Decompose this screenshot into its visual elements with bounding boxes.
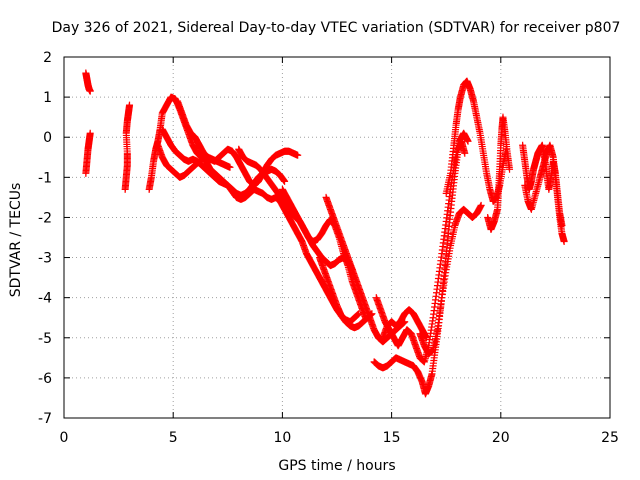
- series-arc-g: [174, 97, 234, 171]
- x-tick-label: 10: [273, 430, 291, 446]
- series-arc-s: [521, 141, 568, 246]
- data-point: [294, 151, 302, 159]
- y-tick-label: 1: [43, 90, 52, 106]
- data-point: [560, 238, 568, 246]
- y-tick-label: 2: [43, 50, 52, 66]
- data-point: [477, 201, 485, 209]
- series-arc-q: [484, 113, 514, 233]
- data-point: [226, 163, 234, 171]
- series-arc-b: [82, 129, 94, 177]
- chart-title: Day 326 of 2021, Sidereal Day-to-day VTE…: [52, 20, 621, 36]
- series-arc-m: [372, 129, 472, 366]
- x-tick-label: 0: [60, 430, 69, 446]
- series-arc-h: [235, 145, 369, 322]
- x-axis-label: GPS time / hours: [278, 458, 395, 474]
- y-tick-label: -1: [38, 170, 52, 186]
- x-tick-label: 20: [492, 430, 510, 446]
- series-arc-n: [379, 306, 431, 342]
- data-point: [86, 129, 94, 137]
- y-axis-label: SDTVAR / TECUs: [8, 183, 24, 298]
- data-point: [86, 87, 94, 95]
- y-tick-label: -7: [38, 411, 52, 427]
- plot-frame: [63, 56, 611, 419]
- series-arc-f: [158, 125, 289, 199]
- series-arc-o: [416, 201, 485, 358]
- data-points: [82, 69, 568, 398]
- data-point: [464, 137, 472, 145]
- y-tick-label: -6: [38, 371, 52, 387]
- x-tick-label: 5: [169, 430, 178, 446]
- y-tick-label: -5: [38, 331, 52, 347]
- data-point: [506, 165, 514, 173]
- series-arc-a: [82, 69, 94, 95]
- x-tick-label: 25: [601, 430, 619, 446]
- axis-ticks: 0 5 10 15 20 25 -7 -6 -5 -4 -3 -2 -1 0 1 2: [38, 50, 619, 446]
- y-tick-label: -2: [38, 210, 52, 226]
- series-arc-c: [121, 101, 134, 193]
- data-point: [461, 149, 469, 157]
- x-tick-label: 15: [383, 430, 401, 446]
- data-point: [281, 177, 289, 185]
- series-arc-j: [316, 254, 376, 332]
- y-tick-label: -4: [38, 291, 52, 307]
- data-point: [126, 101, 134, 109]
- y-tick-label: 0: [43, 130, 52, 146]
- y-tick-label: -3: [38, 251, 52, 267]
